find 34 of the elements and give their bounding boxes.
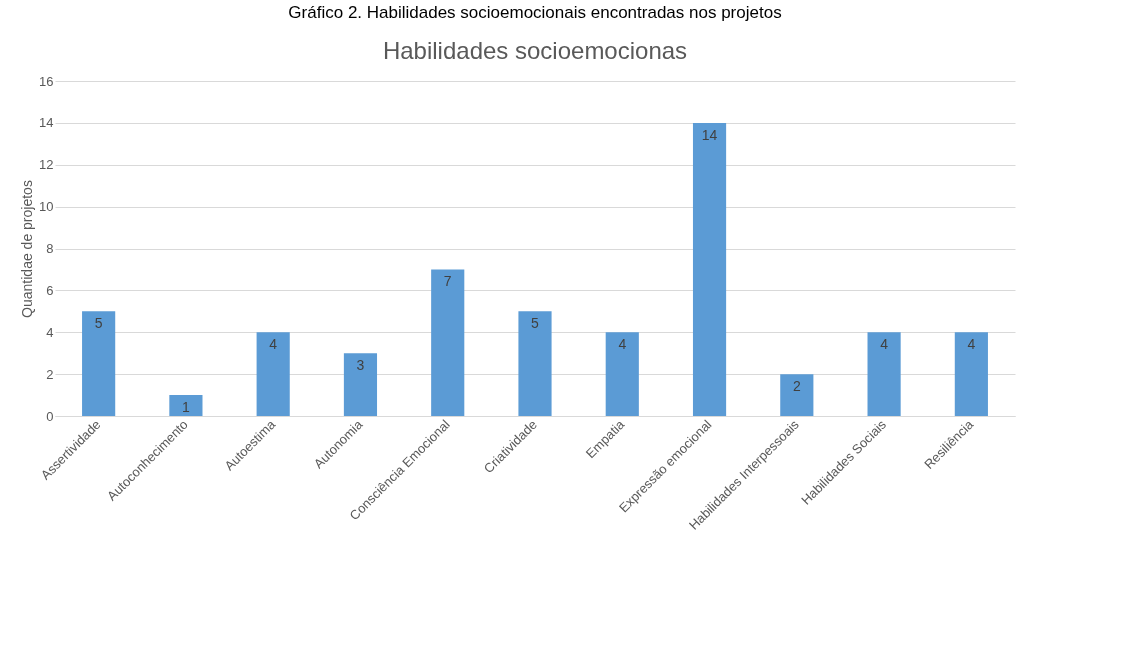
data-label: 4 <box>880 336 889 353</box>
bar <box>867 332 901 416</box>
data-label: 1 <box>182 399 191 416</box>
bar <box>780 374 814 416</box>
data-label: 4 <box>269 336 278 353</box>
y-tick-label: 8 <box>46 241 54 256</box>
bar <box>431 269 465 416</box>
y-tick-label: 4 <box>46 324 54 340</box>
chart-title: Gráfico 2. Habilidades socioemocionais encontradas nos projetos <box>288 3 782 22</box>
bar <box>954 332 988 416</box>
data-label: 5 <box>531 315 540 332</box>
chart-subtitle: Habilidades socioemocionas <box>382 37 688 64</box>
bar <box>82 311 116 416</box>
data-label: 3 <box>356 357 365 374</box>
y-tick-label: 14 <box>39 115 54 131</box>
y-tick-label: 2 <box>46 366 54 382</box>
y-tick-label: 0 <box>46 408 54 424</box>
y-tick-label: 16 <box>39 73 54 89</box>
data-label: 14 <box>701 126 718 143</box>
data-label: 5 <box>94 315 103 332</box>
bar <box>605 332 639 416</box>
y-tick-label: 6 <box>46 282 54 298</box>
bar <box>343 353 378 416</box>
y-tick-label: 12 <box>39 157 54 173</box>
data-label: 7 <box>443 273 452 290</box>
bar <box>518 311 552 416</box>
data-label: 2 <box>792 378 801 395</box>
bar <box>169 395 203 416</box>
bar <box>692 122 727 416</box>
y-tick-label: 10 <box>39 199 54 215</box>
data-label: 4 <box>618 336 627 353</box>
bar <box>256 332 290 416</box>
y-axis-title: Quantidae de projetos <box>19 180 36 318</box>
data-label: 4 <box>967 336 976 353</box>
